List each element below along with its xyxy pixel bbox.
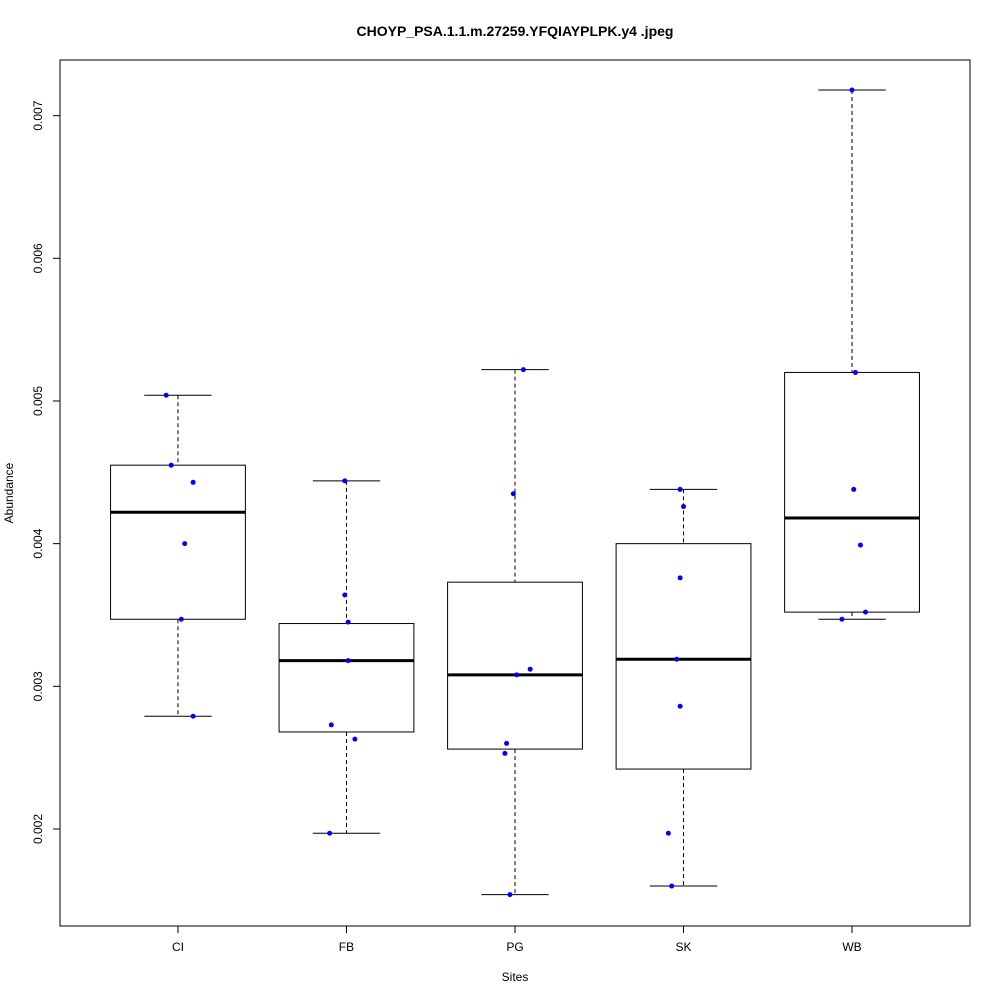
x-tick-label: PG xyxy=(506,940,523,954)
box-sk xyxy=(615,488,752,887)
data-point xyxy=(163,392,169,398)
y-tick-label: 0.002 xyxy=(31,814,45,844)
data-point xyxy=(190,713,196,719)
box-iqr xyxy=(110,464,246,620)
y-tick-label: 0.004 xyxy=(31,528,45,558)
y-tick-label: 0.006 xyxy=(31,243,45,273)
data-point xyxy=(345,658,351,664)
x-tick-label: SK xyxy=(676,940,692,954)
data-point xyxy=(178,616,184,622)
data-point xyxy=(677,703,683,709)
y-tick-label: 0.005 xyxy=(31,386,45,416)
data-point xyxy=(851,486,857,492)
data-point xyxy=(839,616,845,622)
data-point xyxy=(681,504,687,510)
data-point xyxy=(677,486,683,492)
data-point xyxy=(504,740,510,746)
data-point xyxy=(502,750,508,756)
data-point xyxy=(345,619,351,625)
data-point xyxy=(857,542,863,548)
plot-marks xyxy=(110,87,920,898)
data-point xyxy=(665,830,671,836)
box-iqr xyxy=(615,543,752,770)
data-point xyxy=(168,462,174,468)
box-fb xyxy=(278,480,415,834)
data-point xyxy=(182,541,188,547)
chart-title: CHOYP_PSA.1.1.m.27259.YFQIAYPLPK.y4 .jpe… xyxy=(357,23,674,39)
x-tick-label: FB xyxy=(339,940,354,954)
box-iqr xyxy=(784,371,920,613)
box-wb xyxy=(784,89,920,620)
data-point xyxy=(342,592,348,598)
box-iqr xyxy=(278,623,415,733)
data-point xyxy=(328,722,334,728)
axes: CI FB PG SK WB 0.002 0.003 0.004 0.005 0.006 0.007 xyxy=(31,100,862,954)
data-point xyxy=(342,478,348,484)
data-point xyxy=(327,830,333,836)
x-axis-label: Sites xyxy=(502,970,529,984)
data-point xyxy=(849,87,855,93)
box-ci xyxy=(110,394,246,717)
box-pg xyxy=(447,369,583,896)
data-point xyxy=(852,369,858,375)
y-tick-label: 0.003 xyxy=(31,671,45,701)
data-point xyxy=(520,367,526,373)
x-tick-label: WB xyxy=(842,940,861,954)
y-tick-label: 0.007 xyxy=(31,100,45,130)
x-tick-label: CI xyxy=(172,940,184,954)
data-point xyxy=(510,491,516,497)
data-point xyxy=(514,672,520,678)
data-point xyxy=(507,892,513,898)
data-point xyxy=(677,575,683,581)
y-axis-label: Abundance xyxy=(2,462,16,523)
data-point xyxy=(863,609,869,615)
box-iqr xyxy=(447,581,583,750)
data-point xyxy=(352,736,358,742)
data-point xyxy=(669,883,675,889)
data-point xyxy=(190,479,196,485)
data-point xyxy=(527,666,533,672)
data-point xyxy=(674,656,680,662)
